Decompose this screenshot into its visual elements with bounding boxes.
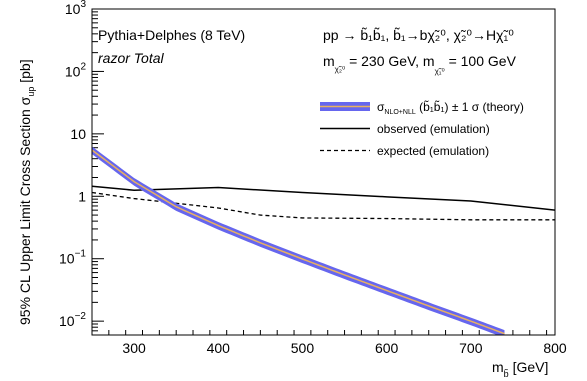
y-tick-label: 10 [70,126,86,142]
plot-frame [91,8,556,336]
series-layer [92,146,555,335]
legend-theory-rest: (b̃₁b̃₁) ± 1 σ (theory) [416,99,524,114]
legend-theory-main: σ [377,100,385,114]
mass-label: mχ̃₂⁰ = 230 GeV, mχ̃₁⁰ = 100 GeV [323,53,517,76]
generator-label: Pythia+Delphes (8 TeV) [98,27,245,43]
process-label: pp → b̃₁b̃₁, b̃₁→bχ̃₂⁰, χ̃₂⁰→Hχ̃₁⁰ [323,27,514,43]
legend: σNLO+NLL (b̃₁b̃₁) ± 1 σ (theory) observe… [320,99,524,158]
y-axis-label: 95% CL Upper Limit Cross Section σup [pb… [17,59,36,325]
mass-chi1-sub: χ̃₁⁰ [435,67,445,76]
y-tick-label: 10−1 [59,249,86,267]
x-tick-label: 600 [375,340,399,356]
legend-observed-label: observed (emulation) [377,122,490,136]
x-axis-label-main: m [492,359,504,375]
y-axis-label-unit: [pb] [17,59,33,86]
mass-chi2-sub: χ̃₂⁰ [335,65,346,74]
x-axis-label: mb̃ [GeV] [492,359,548,379]
analysis-label: razor Total [98,50,165,66]
legend-theory-sub: NLO+NLL [384,109,415,116]
theory-band [92,146,505,335]
observed-line [92,185,555,211]
x-axis-label-unit: [GeV] [509,359,549,375]
expected-line [92,191,555,221]
legend-expected-label: expected (emulation) [377,144,489,158]
y-axis-label-main: 95% CL Upper Limit Cross Section σ [17,96,33,325]
y-tick-label: 102 [65,61,87,79]
mass-chi1-value: = 100 GeV [445,53,517,69]
y-tick-label: 103 [65,0,87,17]
x-tick-label: 800 [543,340,567,356]
y-tick-label: 10−2 [59,311,86,329]
mass-chi2-value: = 230 GeV, [345,53,423,69]
mass-chi2-label: m [323,53,335,69]
x-tick-label: 300 [122,340,146,356]
theory-center-line [92,149,505,335]
y-axis-label-sub: up [26,87,36,97]
axes-layer: 300 400 500 600 700 800 10−2 10−1 1 10 102 103 [59,0,567,356]
mass-chi1-label: m [423,53,435,69]
x-axis-label-sub: b̃ [504,369,509,379]
x-tick-label: 500 [291,340,315,356]
x-tick-label: 700 [459,340,483,356]
x-tick-label: 400 [207,340,231,356]
legend-theory-label: σNLO+NLL (b̃₁b̃₁) ± 1 σ (theory) [377,99,524,116]
y-tick-label: 1 [78,188,86,204]
